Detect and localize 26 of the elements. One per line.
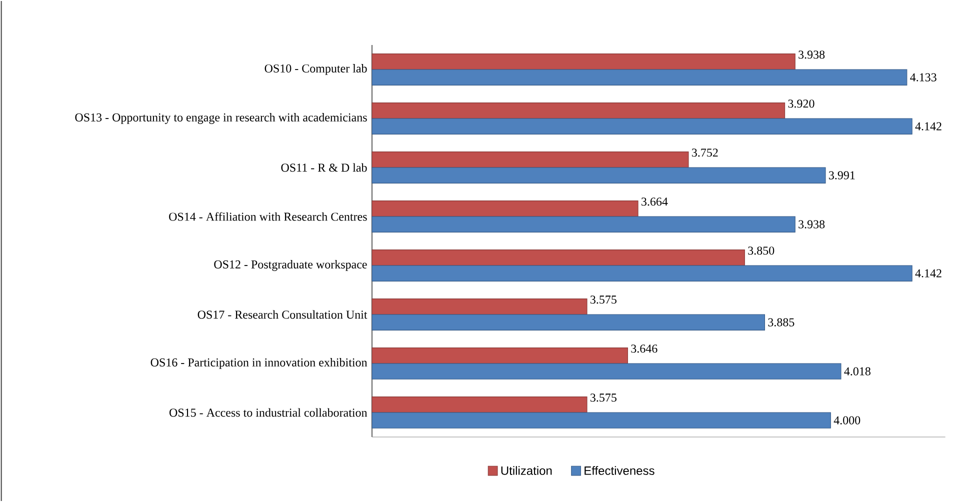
data-label: 3.938 [798,220,825,229]
data-label: 3.885 [768,318,794,327]
y-tick-label: OS11 - R & D lab [281,164,367,172]
data-label: 3.575 [590,296,616,304]
data-label: 3.991 [829,172,855,180]
legend-label: Utilization [501,466,552,476]
y-tick-label: OS16 - Participation in innovation exhibition [150,358,368,370]
data-label: 3.938 [798,50,825,59]
y-tick-label: OS10 - Computer lab [264,64,367,76]
y-tick-label: OS13 - Opportunity to engage in research with academicians [75,113,367,124]
data-label: 3.664 [642,198,668,206]
data-label: 4.000 [834,416,860,425]
data-label: 4.133 [910,74,936,82]
data-label: 3.752 [692,148,718,157]
y-tick-label: OS12 - Postgraduate workspace [214,260,367,272]
data-label: 4.142 [915,270,942,278]
data-label: 3.920 [788,100,814,108]
y-tick-label: OS17 - Research Consultation Unit [198,310,368,319]
y-tick-label: OS14 - Affiliation with Research Centres [169,212,367,222]
data-label: 3.646 [631,344,658,353]
data-label: 4.018 [844,367,870,376]
data-label: 3.575 [590,394,616,402]
data-label: 4.142 [915,122,942,131]
legend-label: Effectiveness [584,466,654,476]
y-tick-label: OS15 - Access to industrial collaboration [170,408,368,417]
data-label: 3.850 [748,246,774,255]
